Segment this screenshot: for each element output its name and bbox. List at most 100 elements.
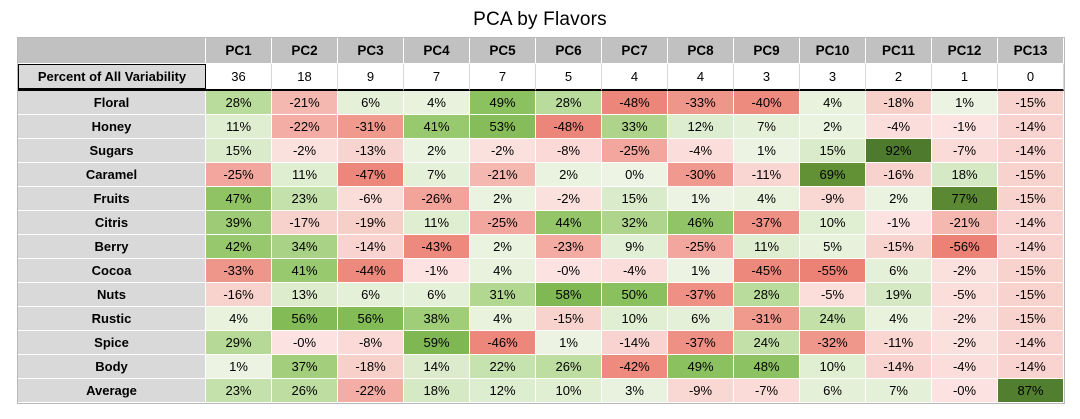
value-cell[interactable]: 4%: [404, 91, 470, 115]
value-cell[interactable]: 18%: [932, 163, 998, 187]
value-cell[interactable]: 2%: [470, 187, 536, 211]
value-cell[interactable]: 28%: [206, 91, 272, 115]
value-cell[interactable]: 13%: [272, 283, 338, 307]
value-cell[interactable]: 19%: [866, 283, 932, 307]
value-cell[interactable]: -11%: [866, 331, 932, 355]
row-label-rustic[interactable]: Rustic: [18, 307, 206, 331]
variability-cell[interactable]: 3: [800, 64, 866, 91]
column-header-pc2[interactable]: PC2: [272, 38, 338, 64]
value-cell[interactable]: -25%: [470, 211, 536, 235]
value-cell[interactable]: -15%: [998, 187, 1064, 211]
corner-cell[interactable]: [18, 38, 206, 64]
value-cell[interactable]: 39%: [206, 211, 272, 235]
value-cell[interactable]: 77%: [932, 187, 998, 211]
value-cell[interactable]: 15%: [800, 139, 866, 163]
value-cell[interactable]: -48%: [602, 91, 668, 115]
value-cell[interactable]: 59%: [404, 331, 470, 355]
value-cell[interactable]: 7%: [404, 163, 470, 187]
column-header-pc1[interactable]: PC1: [206, 38, 272, 64]
value-cell[interactable]: 6%: [668, 307, 734, 331]
column-header-pc5[interactable]: PC5: [470, 38, 536, 64]
value-cell[interactable]: 1%: [536, 331, 602, 355]
value-cell[interactable]: -4%: [932, 355, 998, 379]
value-cell[interactable]: -14%: [998, 235, 1064, 259]
value-cell[interactable]: 38%: [404, 307, 470, 331]
value-cell[interactable]: 2%: [866, 187, 932, 211]
value-cell[interactable]: -15%: [998, 163, 1064, 187]
value-cell[interactable]: -15%: [998, 307, 1064, 331]
value-cell[interactable]: -5%: [800, 283, 866, 307]
column-header-pc4[interactable]: PC4: [404, 38, 470, 64]
value-cell[interactable]: 10%: [800, 355, 866, 379]
value-cell[interactable]: 24%: [800, 307, 866, 331]
value-cell[interactable]: 2%: [404, 139, 470, 163]
value-cell[interactable]: -13%: [338, 139, 404, 163]
value-cell[interactable]: -55%: [800, 259, 866, 283]
variability-cell[interactable]: 3: [734, 64, 800, 91]
value-cell[interactable]: 33%: [602, 115, 668, 139]
value-cell[interactable]: 31%: [470, 283, 536, 307]
value-cell[interactable]: 4%: [866, 307, 932, 331]
value-cell[interactable]: -4%: [668, 139, 734, 163]
value-cell[interactable]: 11%: [272, 163, 338, 187]
value-cell[interactable]: -2%: [470, 139, 536, 163]
value-cell[interactable]: -14%: [998, 331, 1064, 355]
value-cell[interactable]: 1%: [206, 355, 272, 379]
value-cell[interactable]: 0%: [602, 163, 668, 187]
value-cell[interactable]: -37%: [734, 211, 800, 235]
row-label-citris[interactable]: Citris: [18, 211, 206, 235]
value-cell[interactable]: -44%: [338, 259, 404, 283]
value-cell[interactable]: -46%: [470, 331, 536, 355]
value-cell[interactable]: 15%: [206, 139, 272, 163]
value-cell[interactable]: 6%: [338, 283, 404, 307]
value-cell[interactable]: -18%: [866, 91, 932, 115]
value-cell[interactable]: -22%: [272, 115, 338, 139]
value-cell[interactable]: 87%: [998, 379, 1064, 403]
column-header-pc9[interactable]: PC9: [734, 38, 800, 64]
value-cell[interactable]: -21%: [272, 91, 338, 115]
value-cell[interactable]: -14%: [998, 355, 1064, 379]
row-label-floral[interactable]: Floral: [18, 91, 206, 115]
row-label-honey[interactable]: Honey: [18, 115, 206, 139]
column-header-pc13[interactable]: PC13: [998, 38, 1064, 64]
value-cell[interactable]: 53%: [470, 115, 536, 139]
row-label-body[interactable]: Body: [18, 355, 206, 379]
value-cell[interactable]: -25%: [206, 163, 272, 187]
value-cell[interactable]: 11%: [734, 235, 800, 259]
value-cell[interactable]: -5%: [932, 283, 998, 307]
value-cell[interactable]: 37%: [272, 355, 338, 379]
value-cell[interactable]: 1%: [932, 91, 998, 115]
variability-cell[interactable]: 9: [338, 64, 404, 91]
value-cell[interactable]: 1%: [734, 139, 800, 163]
value-cell[interactable]: -40%: [734, 91, 800, 115]
value-cell[interactable]: -1%: [932, 115, 998, 139]
value-cell[interactable]: 1%: [668, 187, 734, 211]
value-cell[interactable]: -2%: [932, 259, 998, 283]
variability-cell[interactable]: 4: [668, 64, 734, 91]
value-cell[interactable]: 69%: [800, 163, 866, 187]
value-cell[interactable]: 3%: [602, 379, 668, 403]
value-cell[interactable]: -32%: [800, 331, 866, 355]
value-cell[interactable]: 4%: [800, 91, 866, 115]
value-cell[interactable]: 23%: [272, 187, 338, 211]
value-cell[interactable]: -31%: [734, 307, 800, 331]
value-cell[interactable]: 41%: [272, 259, 338, 283]
value-cell[interactable]: -7%: [932, 139, 998, 163]
value-cell[interactable]: -0%: [536, 259, 602, 283]
value-cell[interactable]: 28%: [734, 283, 800, 307]
value-cell[interactable]: 7%: [866, 379, 932, 403]
value-cell[interactable]: 2%: [536, 163, 602, 187]
value-cell[interactable]: 41%: [404, 115, 470, 139]
column-header-pc11[interactable]: PC11: [866, 38, 932, 64]
value-cell[interactable]: -14%: [338, 235, 404, 259]
value-cell[interactable]: 7%: [734, 115, 800, 139]
row-label-spice[interactable]: Spice: [18, 331, 206, 355]
value-cell[interactable]: -2%: [272, 139, 338, 163]
value-cell[interactable]: 26%: [536, 355, 602, 379]
value-cell[interactable]: -7%: [734, 379, 800, 403]
value-cell[interactable]: -42%: [602, 355, 668, 379]
value-cell[interactable]: 9%: [602, 235, 668, 259]
value-cell[interactable]: 5%: [800, 235, 866, 259]
value-cell[interactable]: -30%: [668, 163, 734, 187]
value-cell[interactable]: 6%: [338, 91, 404, 115]
